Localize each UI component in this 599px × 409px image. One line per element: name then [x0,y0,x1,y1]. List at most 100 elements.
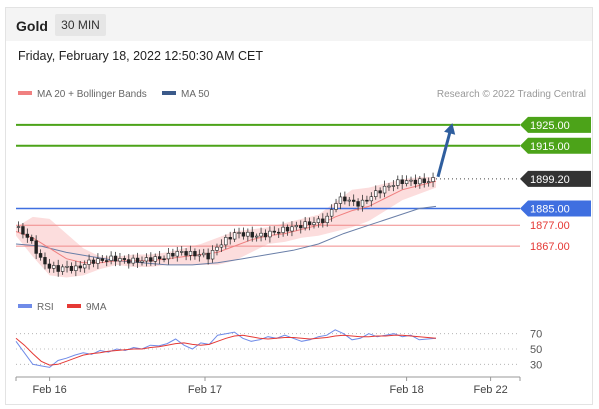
candle-body [118,258,122,262]
candle-body [197,254,202,257]
candle-body [113,255,118,262]
candle-body [206,252,210,260]
x-tick-label: Feb 17 [188,384,222,396]
candle-body [157,256,162,260]
candle-body [91,259,96,264]
candle-body [149,257,153,262]
candle-body [74,265,78,271]
candle-body [228,237,232,240]
candle-body [285,226,290,232]
candle-body [422,178,426,183]
candle-body [347,199,351,202]
candle-body [52,265,56,269]
candle-body [246,231,250,237]
candle-body [25,233,30,238]
candle-body [175,251,179,257]
level-label-pivot: 1885.00 [530,203,570,215]
x-tick-label: Feb 18 [389,384,423,396]
candle-body [171,252,175,257]
level-label-support: 1877.00 [530,220,570,232]
candle-body [268,230,272,238]
candle-body [21,226,25,235]
candle-body [338,196,343,204]
candle-body [162,258,166,261]
candle-body [144,257,149,262]
candle-body [431,177,435,182]
legend-label-ma50: MA 50 [181,89,210,100]
rsi-tick-label: 50 [530,344,542,356]
candle-body [47,263,52,269]
candle-body [272,230,276,233]
legend-swatch-ma50 [162,91,176,95]
candle-body [100,258,105,261]
candle-body [312,222,316,225]
level-tag-resistance [520,116,591,133]
candle-body [82,264,87,269]
candle-body [109,255,113,261]
legend-swatch-9ma [67,304,81,308]
rsi-tick-label: 30 [530,359,542,371]
candle-body [303,221,307,229]
level-label-support: 1867.00 [530,241,570,253]
level-tag-resistance [520,137,591,154]
rsi-line [15,329,437,368]
legend-label-ma20: MA 20 + Bollinger Bands [37,89,147,100]
candle-body [387,185,391,188]
level-tag-pivot [520,200,591,217]
candle-body [69,265,74,271]
projection-arrow-shaft [436,128,453,178]
candle-body [316,218,321,223]
candle-body [254,235,259,238]
candle-body [250,231,254,238]
candle-body [232,232,237,240]
candle-body [78,265,82,269]
legend-label-rsi: RSI [37,302,54,313]
candle-body [219,244,224,248]
candle-body [193,251,197,257]
legend-swatch-rsi [18,304,32,308]
candle-body [365,199,369,202]
ma20-line [15,180,437,264]
candle-body [184,251,188,256]
candle-body [153,256,157,262]
candle-body [237,232,241,234]
candle-body [60,266,65,272]
candle-body [378,190,382,194]
candle-body [43,257,47,265]
candle-body [299,225,303,229]
candle-body [321,218,325,223]
candle-body [360,199,365,207]
candle-body [294,225,299,228]
candle-body [65,265,69,268]
legend-swatch-ma20 [18,91,32,95]
candle-body [351,199,356,202]
instrument-title: Gold [16,18,48,34]
candle-body [369,196,374,202]
candle-body [263,232,268,238]
candle-body [215,246,219,251]
candle-body [166,252,171,260]
candle-body [400,179,404,184]
candle-body [307,221,312,225]
rsi-ma-line [15,334,437,366]
candle-body [391,185,396,187]
candle-body [96,258,100,264]
timeframe-badge[interactable]: 30 MIN [55,14,106,36]
candle-body [241,232,246,237]
candle-body [418,178,422,185]
level-label-resistance: 1925.00 [530,120,570,132]
x-tick-label: Feb 16 [32,384,66,396]
x-tick-label: Feb 22 [473,384,507,396]
candle-body [56,265,60,272]
candle-body [38,253,43,258]
candle-body [413,179,418,185]
candle-body [259,232,263,237]
candle-body [277,231,281,234]
candle-body [135,257,140,263]
candle-body [122,258,127,260]
candle-body [426,181,431,183]
research-credit: Research © 2022 Trading Central [437,89,586,100]
candle-body [127,259,131,264]
candle-body [334,203,338,210]
